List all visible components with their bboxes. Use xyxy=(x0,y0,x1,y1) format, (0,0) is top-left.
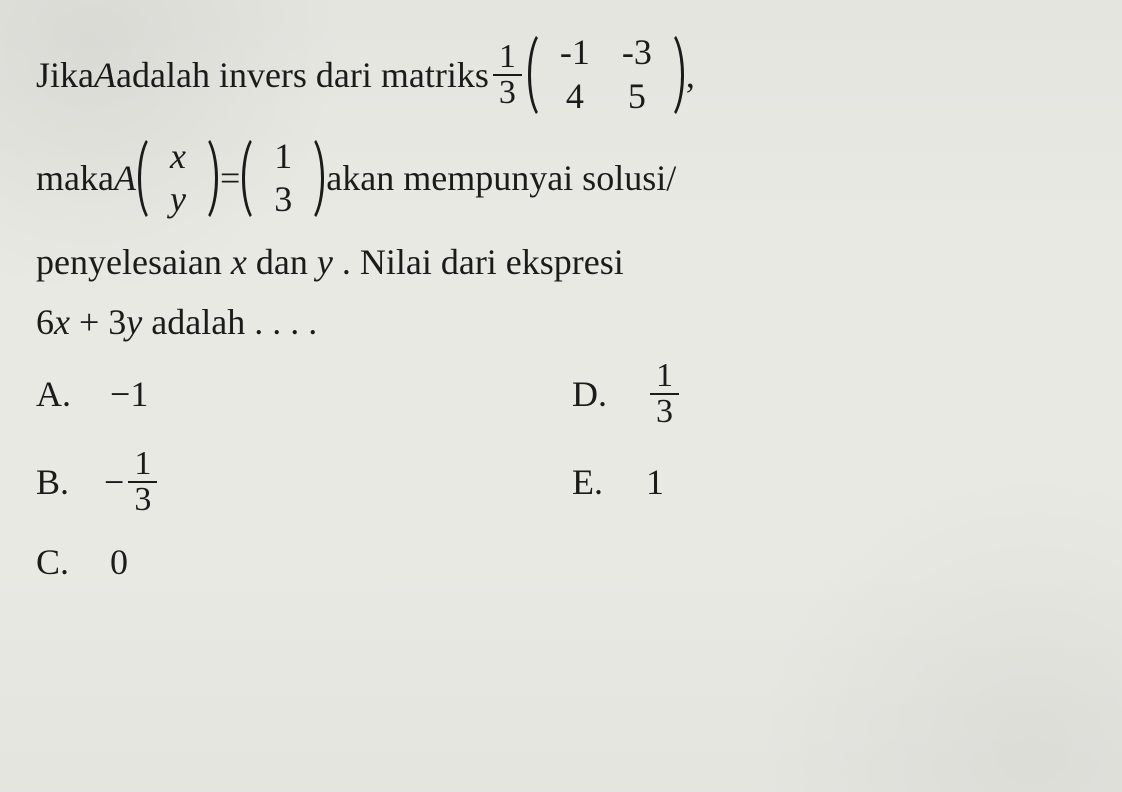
vector-left-paren xyxy=(138,132,160,226)
option-A-label: A. xyxy=(36,367,100,421)
equals-sign: = xyxy=(220,151,240,205)
vector-13: 1 3 xyxy=(242,132,324,226)
var-x: x xyxy=(231,242,247,282)
text-inverse-phrase: adalah invers dari matriks xyxy=(116,48,489,102)
option-A-value: −-11 xyxy=(110,367,148,421)
vector-13-r0: 1 xyxy=(274,138,292,176)
matrix-M-r0c0: -1 xyxy=(560,34,590,72)
option-C-value: 0 xyxy=(110,535,128,589)
vector-x: x xyxy=(170,138,186,176)
text-nilai: . Nilai dari ekspresi xyxy=(342,242,624,282)
option-A[interactable]: A. −-11 xyxy=(36,359,556,429)
question-line-4: 6x + 3y adalah . . . . xyxy=(36,295,1082,349)
text-maka: maka xyxy=(36,151,114,205)
vector-13-left-paren xyxy=(242,132,264,226)
text-dan: dan xyxy=(256,242,317,282)
var-A: A xyxy=(94,48,116,102)
option-D-value: 1 3 xyxy=(646,359,683,429)
option-B-den: 3 xyxy=(128,483,157,517)
option-B-value: − 1 3 xyxy=(104,447,161,517)
matrix-M-r1c1: 5 xyxy=(628,78,646,116)
option-D-den: 3 xyxy=(650,395,679,429)
var-3y: y xyxy=(126,302,142,342)
matrix-M-r1c0: 4 xyxy=(566,78,584,116)
var-A-2: A xyxy=(114,151,136,205)
text-adalah: adalah . . . . xyxy=(142,302,317,342)
text-jika: Jika xyxy=(36,48,94,102)
scalar-den: 3 xyxy=(493,76,522,110)
option-D[interactable]: D. 1 3 xyxy=(572,359,1092,429)
option-E-value: 1 xyxy=(646,455,664,509)
matrix-M: -1 -3 4 5 xyxy=(528,28,684,122)
matrix-right-paren xyxy=(662,28,684,122)
coef-6: 6 xyxy=(36,302,54,342)
matrix-left-paren xyxy=(528,28,550,122)
option-D-num: 1 xyxy=(650,359,679,393)
option-B-minus: − xyxy=(104,455,124,509)
vector-right-paren xyxy=(196,132,218,226)
option-B[interactable]: B. − 1 3 xyxy=(36,447,556,517)
option-B-num: 1 xyxy=(128,447,157,481)
options-grid: A. −-11 D. 1 3 B. − 1 3 E. xyxy=(36,359,1082,589)
option-B-frac: 1 3 xyxy=(128,447,157,517)
vector-13-right-paren xyxy=(302,132,324,226)
option-empty xyxy=(572,535,1092,589)
text-comma: , xyxy=(686,48,695,102)
scalar-num: 1 xyxy=(493,40,522,74)
option-C[interactable]: C. 0 xyxy=(36,535,556,589)
option-A-text: −-11 xyxy=(110,367,148,421)
question-line-3: penyelesaian x dan y . Nilai dari ekspre… xyxy=(36,235,1082,289)
text-penyelesaian: penyelesaian xyxy=(36,242,231,282)
var-6x: x xyxy=(54,302,70,342)
option-E[interactable]: E. 1 xyxy=(572,447,1092,517)
matrix-M-r0c1: -3 xyxy=(622,34,652,72)
option-E-label: E. xyxy=(572,455,636,509)
option-D-frac: 1 3 xyxy=(650,359,679,429)
scalar-one-third: 1 3 xyxy=(493,40,522,110)
var-y: y xyxy=(317,242,333,282)
option-C-label: C. xyxy=(36,535,100,589)
vector-13-r1: 3 xyxy=(274,181,292,219)
question-line-1: Jika A adalah invers dari matriks 1 3 -1… xyxy=(36,28,1082,122)
text-plus-3: + 3 xyxy=(70,302,126,342)
question-line-2: maka A x y = 1 3 akan mempunyai solusi/ xyxy=(36,132,1082,226)
text-akan: akan mempunyai solusi/ xyxy=(326,151,676,205)
option-B-label: B. xyxy=(36,455,100,509)
vector-xy: x y xyxy=(138,132,218,226)
option-D-label: D. xyxy=(572,367,636,421)
vector-y: y xyxy=(170,181,186,219)
